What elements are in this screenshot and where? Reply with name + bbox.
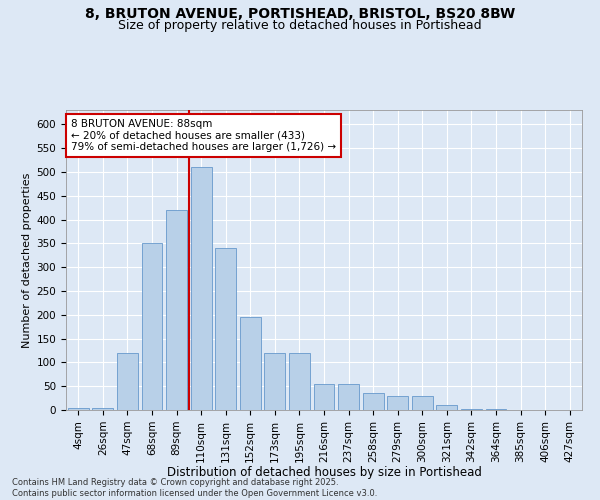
Bar (289, 353, 310, 410)
Bar (265, 353, 286, 410)
Bar (412, 396, 433, 410)
Bar (387, 396, 408, 410)
Text: 8, BRUTON AVENUE, PORTISHEAD, BRISTOL, BS20 8BW: 8, BRUTON AVENUE, PORTISHEAD, BRISTOL, B… (85, 8, 515, 22)
Text: Contains HM Land Registry data © Crown copyright and database right 2025.
Contai: Contains HM Land Registry data © Crown c… (12, 478, 377, 498)
Text: Size of property relative to detached houses in Portishead: Size of property relative to detached ho… (118, 19, 482, 32)
Text: 8 BRUTON AVENUE: 88sqm
← 20% of detached houses are smaller (433)
79% of semi-de: 8 BRUTON AVENUE: 88sqm ← 20% of detached… (71, 119, 336, 152)
Bar (142, 244, 163, 410)
Bar (215, 248, 236, 410)
Y-axis label: Number of detached properties: Number of detached properties (22, 172, 32, 348)
Bar (68, 408, 89, 410)
Bar (166, 210, 187, 410)
Bar (240, 317, 261, 410)
Bar (314, 384, 334, 410)
Bar (461, 408, 482, 410)
X-axis label: Distribution of detached houses by size in Portishead: Distribution of detached houses by size … (167, 466, 481, 479)
Bar (485, 409, 506, 410)
Bar (436, 405, 457, 410)
Bar (338, 384, 359, 410)
Bar (191, 167, 212, 410)
Bar (92, 408, 113, 410)
Bar (117, 353, 138, 410)
Bar (362, 394, 383, 410)
